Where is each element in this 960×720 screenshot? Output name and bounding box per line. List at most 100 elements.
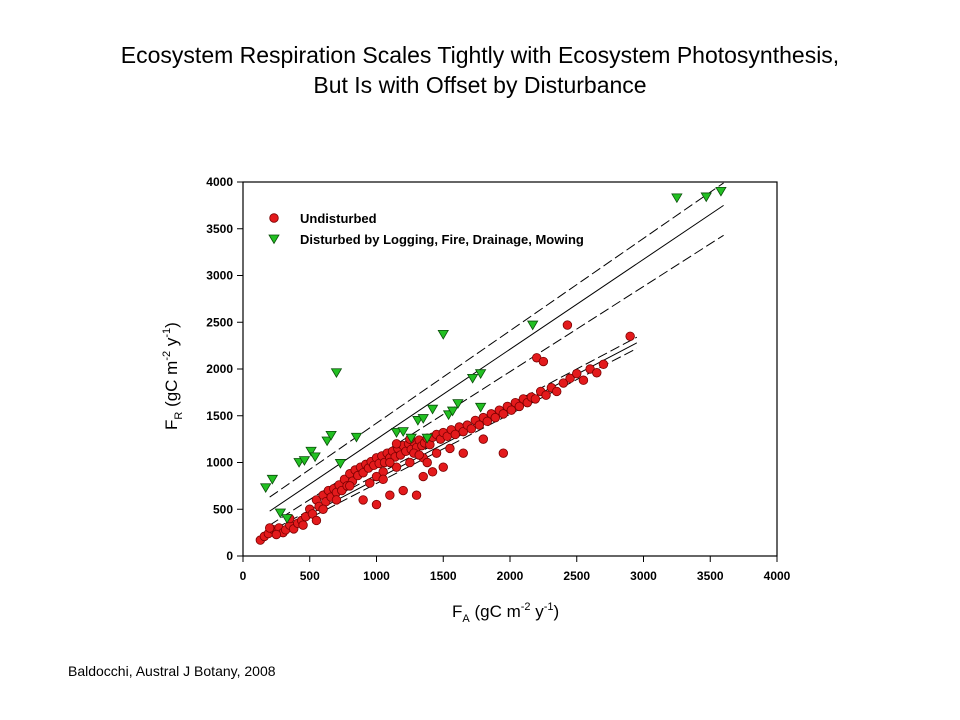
y-tick-label: 3000 bbox=[206, 269, 233, 283]
undisturbed-point bbox=[474, 420, 484, 430]
undisturbed-point bbox=[391, 462, 402, 472]
undisturbed-point bbox=[541, 390, 551, 400]
disturbed-point bbox=[266, 474, 279, 485]
data-points bbox=[255, 186, 727, 545]
undisturbed-point bbox=[358, 495, 368, 505]
y-axis-label-part: F bbox=[162, 420, 181, 430]
axes: 0 500 1000 1500 2000 2500 3000 3500 4000 0 500 1000… bbox=[161, 175, 791, 625]
y-tick-label: 1500 bbox=[206, 409, 233, 423]
disturbed-point bbox=[417, 414, 429, 424]
undisturbed-point bbox=[498, 448, 509, 458]
x-axis-label: FA (gC m-2 y-1) bbox=[452, 601, 559, 625]
undisturbed-point bbox=[562, 320, 573, 330]
undisturbed-point bbox=[398, 485, 408, 496]
x-axis-label-part: -1 bbox=[544, 601, 554, 613]
disturbed-point bbox=[700, 192, 712, 203]
x-axis-label-part: F bbox=[452, 602, 462, 621]
undisturbed-point bbox=[592, 368, 602, 378]
undisturbed-point bbox=[318, 504, 328, 514]
disturbed-point bbox=[321, 436, 333, 447]
undisturbed-point bbox=[405, 457, 415, 468]
y-axis-label-part: ) bbox=[162, 322, 181, 328]
undisturbed-point bbox=[385, 490, 395, 500]
y-axis-label-part: R bbox=[173, 412, 185, 420]
undisturbed-point bbox=[498, 409, 509, 419]
legend-undisturbed-label: Undisturbed bbox=[300, 211, 377, 226]
disturbed-point bbox=[330, 368, 343, 379]
x-axis-label-part: ) bbox=[554, 602, 560, 621]
undisturbed-point bbox=[438, 462, 448, 472]
undisturbed-point bbox=[427, 467, 438, 477]
y-axis-label-part: -2 bbox=[161, 351, 173, 361]
y-tick-label: 2500 bbox=[206, 315, 233, 329]
undisturbed-point bbox=[565, 373, 575, 384]
undisturbed-point bbox=[298, 520, 308, 530]
undisturbed-point bbox=[466, 424, 476, 434]
x-axis-label-part: -2 bbox=[521, 601, 531, 613]
x-tick-label: 0 bbox=[240, 569, 247, 583]
disturbed-point bbox=[274, 508, 287, 519]
x-axis-label-part: (gC m bbox=[470, 602, 521, 621]
undisturbed-point bbox=[490, 412, 501, 423]
y-axis-label-part: -1 bbox=[161, 328, 173, 338]
undisturbed-point bbox=[385, 457, 395, 468]
x-tick-label: 1500 bbox=[430, 569, 457, 583]
disturbed-point bbox=[350, 432, 363, 443]
undisturbed-point bbox=[411, 490, 422, 500]
legend-disturbed-marker bbox=[268, 234, 280, 245]
disturbed-point bbox=[325, 430, 337, 441]
disturbed-point bbox=[446, 406, 459, 417]
line-disturbed-fit bbox=[269, 204, 724, 512]
undisturbed-point bbox=[365, 478, 375, 488]
line-disturbed-ci-upper bbox=[269, 182, 724, 498]
disturbed-point bbox=[405, 433, 417, 444]
disturbed-point bbox=[390, 428, 403, 438]
undisturbed-point bbox=[458, 448, 468, 458]
x-tick-label: 2500 bbox=[563, 569, 590, 583]
y-axis-label-part: (gC m bbox=[162, 361, 181, 412]
undisturbed-point bbox=[391, 439, 402, 449]
y-axis-label: FR (gC m-2 y-1) bbox=[161, 322, 185, 430]
x-tick-label: 1000 bbox=[363, 569, 390, 583]
undisturbed-point bbox=[271, 529, 282, 540]
disturbed-point bbox=[452, 399, 464, 409]
disturbed-point bbox=[715, 186, 727, 197]
undisturbed-point bbox=[265, 523, 275, 533]
x-tick-label: 2000 bbox=[497, 569, 524, 583]
undisturbed-point bbox=[422, 457, 432, 468]
y-axis-label-part: y bbox=[162, 337, 181, 351]
undisturbed-point bbox=[414, 450, 424, 460]
disturbed-point bbox=[437, 330, 449, 340]
title-line-1: Ecosystem Respiration Scales Tightly wit… bbox=[120, 42, 840, 68]
undisturbed-point bbox=[478, 434, 489, 444]
undisturbed-point bbox=[558, 378, 569, 388]
disturbed-point bbox=[474, 402, 487, 413]
disturbed-point bbox=[309, 452, 321, 463]
undisturbed-point bbox=[572, 368, 582, 379]
y-tick-label: 1000 bbox=[206, 456, 233, 470]
title-line-2: But Is with Offset by Disturbance bbox=[313, 72, 647, 98]
disturbed-point bbox=[259, 483, 272, 494]
undisturbed-point bbox=[345, 481, 355, 491]
y-tick-label: 4000 bbox=[206, 175, 233, 189]
undisturbed-point bbox=[506, 405, 517, 415]
undisturbed-point bbox=[538, 356, 549, 367]
undisturbed-point bbox=[598, 359, 609, 370]
undisturbed-point bbox=[625, 331, 635, 341]
undisturbed-point bbox=[552, 386, 562, 397]
y-tick-label: 2000 bbox=[206, 362, 233, 376]
undisturbed-point bbox=[482, 416, 493, 427]
disturbed-point bbox=[526, 320, 539, 331]
x-tick-label: 3500 bbox=[697, 569, 724, 583]
undisturbed-point bbox=[445, 443, 455, 454]
undisturbed-point bbox=[311, 515, 322, 526]
disturbed-point bbox=[397, 427, 409, 437]
y-tick-label: 3500 bbox=[206, 222, 233, 236]
disturbed-point bbox=[466, 373, 479, 384]
undisturbed-point bbox=[578, 375, 589, 385]
undisturbed-point bbox=[530, 394, 541, 404]
disturbed-point bbox=[671, 193, 683, 204]
undisturbed-point bbox=[418, 471, 428, 482]
undisturbed-point bbox=[431, 448, 442, 458]
undisturbed-point bbox=[371, 499, 382, 510]
